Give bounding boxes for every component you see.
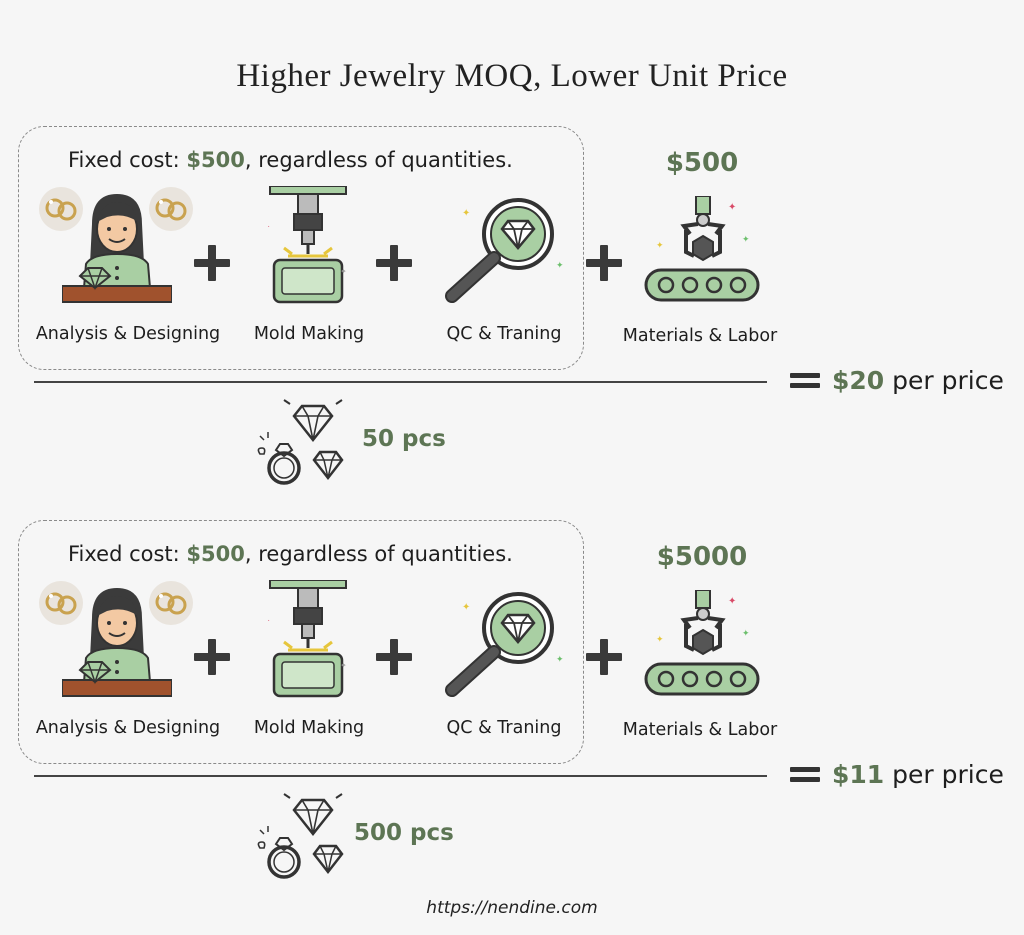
- fixed-cost-text: Fixed cost: $500, regardless of quantiti…: [68, 542, 513, 566]
- unit-price-suffix: per price: [892, 366, 1004, 395]
- plus-icon: [376, 245, 412, 281]
- quantity-label: 50 pcs: [362, 426, 446, 452]
- plus-icon: [194, 639, 230, 675]
- materials-cost: $500: [665, 148, 739, 178]
- plus-icon: [376, 639, 412, 675]
- mold-machine-icon: [268, 186, 348, 306]
- materials-label: Materials & Labor: [622, 326, 778, 346]
- step-label: QC & Traning: [446, 718, 562, 738]
- fixed-cost-prefix: Fixed cost:: [68, 542, 187, 566]
- unit-price-value: $20: [832, 366, 885, 395]
- fixed-cost-box: [18, 520, 584, 764]
- robot-arm-conveyor-icon: [642, 590, 762, 700]
- scenario-panel: Fixed cost: $500, regardless of quantiti…: [0, 394, 1024, 864]
- designer-icon: [62, 184, 172, 304]
- mold-machine-icon: [268, 580, 348, 700]
- magnifier-diamond-icon: [444, 590, 564, 700]
- page-title: Higher Jewelry MOQ, Lower Unit Price: [236, 58, 788, 94]
- fixed-cost-amount: $500: [186, 542, 245, 566]
- unit-price-suffix: per price: [892, 760, 1004, 789]
- unit-price: $20 per price: [790, 366, 1004, 395]
- plus-icon: [586, 245, 622, 281]
- fixed-cost-box: [18, 126, 584, 370]
- quantity-label: 500 pcs: [354, 820, 454, 846]
- materials-label: Materials & Labor: [622, 720, 778, 740]
- materials-cost: $5000: [656, 542, 748, 572]
- robot-arm-conveyor-icon: [642, 196, 762, 306]
- diamond-ring-icon: [254, 792, 354, 882]
- fixed-cost-suffix: , regardless of quantities.: [244, 148, 513, 172]
- magnifier-diamond-icon: [444, 196, 564, 306]
- fixed-cost-suffix: , regardless of quantities.: [244, 542, 513, 566]
- fixed-cost-amount: $500: [186, 148, 245, 172]
- divider-line: [34, 381, 767, 383]
- unit-price-value: $11: [832, 760, 885, 789]
- plus-icon: [586, 639, 622, 675]
- designer-icon: [62, 578, 172, 698]
- equals-icon: [790, 767, 820, 782]
- plus-icon: [194, 245, 230, 281]
- step-label: Mold Making: [253, 718, 365, 738]
- fixed-cost-prefix: Fixed cost:: [68, 148, 187, 172]
- step-label: Analysis & Designing: [35, 324, 221, 344]
- divider-line: [34, 775, 767, 777]
- fixed-cost-text: Fixed cost: $500, regardless of quantiti…: [68, 148, 513, 172]
- step-label: Mold Making: [253, 324, 365, 344]
- scenario-panel: Fixed cost: $500, regardless of quantiti…: [18, 126, 1004, 470]
- step-label: Analysis & Designing: [35, 718, 221, 738]
- footer-url: https://nendine.com: [426, 898, 598, 918]
- step-label: QC & Traning: [446, 324, 562, 344]
- equals-icon: [790, 373, 820, 388]
- unit-price: $11 per price: [790, 760, 1004, 789]
